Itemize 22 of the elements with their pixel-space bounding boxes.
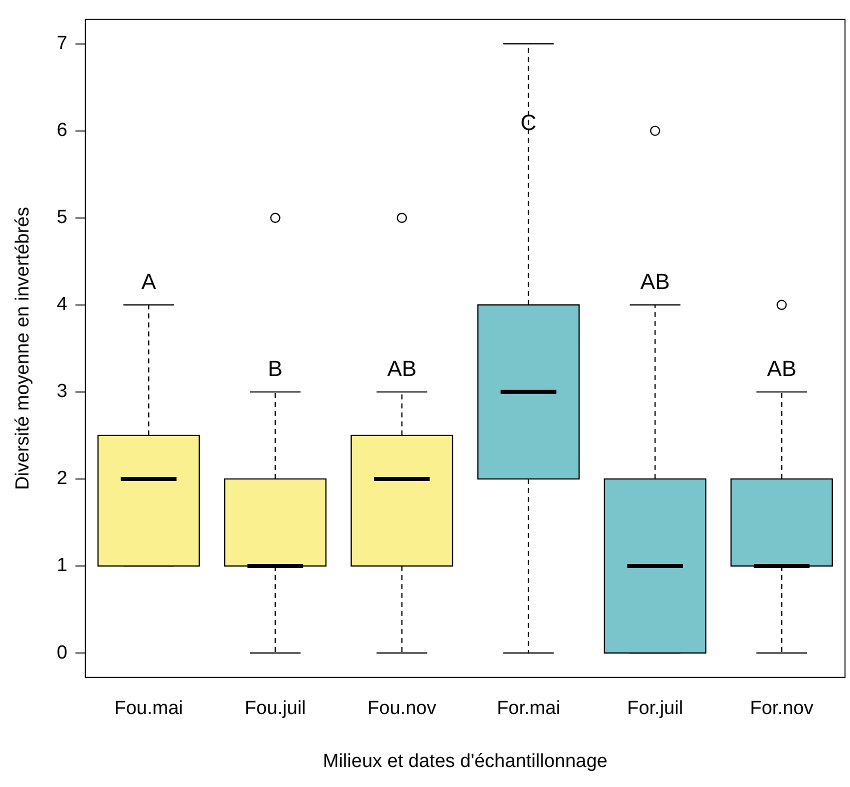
annotation: B: [268, 356, 283, 382]
y-tick-label: 3: [56, 381, 68, 402]
annotation: AB: [767, 356, 796, 382]
annotation: AB: [387, 356, 417, 382]
x-tick-label: Fou.juil: [244, 698, 306, 720]
y-tick-label: 0: [56, 642, 68, 664]
x-tick-label: For.nov: [750, 698, 814, 720]
y-tick-label: 4: [56, 294, 68, 316]
y-tick-label: 7: [56, 33, 68, 54]
y-tick-label: 2: [56, 468, 68, 490]
x-tick-label: For.juil: [627, 698, 684, 720]
x-tick-label: Fou.nov: [368, 698, 437, 720]
y-axis-title: Diversité moyenne en invertébrés: [12, 206, 34, 490]
x-tick-label: Fou.mai: [114, 698, 183, 720]
annotation: AB: [640, 269, 670, 294]
x-tick-label: For.mai: [496, 698, 560, 720]
annotation: A: [141, 269, 156, 294]
x-axis-title: Milieux et dates d'échantillonnage: [322, 750, 608, 772]
y-tick-label: 5: [56, 207, 68, 228]
annotation: C: [520, 110, 537, 135]
y-tick-label: 1: [56, 555, 68, 576]
y-tick-label: 6: [56, 120, 68, 142]
